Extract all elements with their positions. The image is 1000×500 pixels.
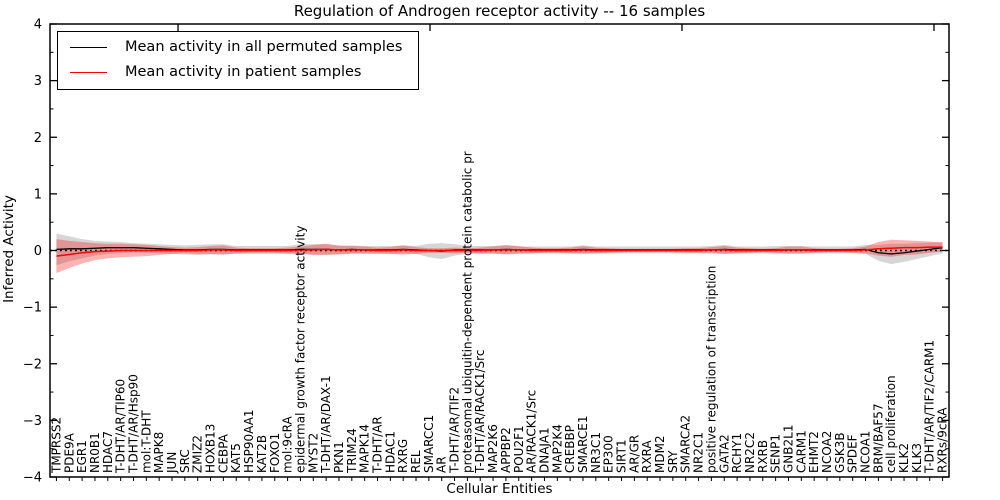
legend: Mean activity in all permuted samples Me… — [57, 31, 420, 90]
y-axis-label: Inferred Activity — [1, 195, 17, 303]
legend-line-sample-red — [70, 71, 107, 73]
x-category-label: FOXO1 — [268, 433, 282, 473]
x-category-label: EHMT2 — [807, 431, 821, 473]
x-category-label: T-DHT/AR — [370, 416, 384, 474]
x-category-label: ZMIZ2 — [191, 435, 205, 473]
x-category-label: NCOA2 — [820, 431, 834, 473]
x-category-label: HDAC7 — [101, 431, 115, 473]
x-category-label: EGR1 — [75, 440, 89, 473]
x-category-label: epidermal growth factor receptor activit… — [293, 226, 307, 473]
y-tick-label: 3 — [34, 74, 42, 89]
x-category-label: MDM2 — [653, 435, 667, 473]
x-category-label: SENP1 — [769, 434, 783, 473]
y-tick-label: 0 — [34, 244, 42, 259]
legend-line-sample-black — [70, 46, 107, 48]
x-category-label: NR3C1 — [589, 432, 603, 473]
x-category-label: mol:9cRA — [281, 416, 295, 473]
x-category-label: GATA2 — [717, 434, 731, 473]
x-category-label: GNB2L1 — [781, 425, 795, 473]
x-category-label: CEBPA — [216, 433, 230, 473]
x-category-label: JUN — [165, 452, 179, 474]
x-category-label: AR/GR — [627, 435, 641, 473]
x-axis-label: Cellular Entities — [446, 481, 553, 497]
x-category-label: T-DHT/AR/DAX-1 — [319, 375, 333, 474]
x-category-label: GSK3B — [833, 432, 847, 473]
x-category-label: SMARCC1 — [422, 415, 436, 473]
x-category-label: RCHY1 — [730, 433, 744, 473]
x-category-label: T-DHT/AR/RACK1/Src — [473, 350, 487, 474]
x-category-label: MYST2 — [306, 433, 320, 473]
legend-entry-label: Mean activity in patient samples — [125, 64, 362, 80]
chart-title: Regulation of Androgen receptor activity… — [293, 2, 706, 20]
x-category-label: DNAJA1 — [537, 427, 551, 473]
x-category-label: MAP2K6 — [486, 424, 500, 473]
x-category-label: T-DHT/AR/TIP60 — [114, 379, 128, 474]
x-category-label: KAT5 — [229, 443, 243, 473]
x-category-label: SIRT1 — [615, 439, 629, 473]
x-category-label: NR2C2 — [743, 432, 757, 473]
legend-entry-label: Mean activity in all permuted samples — [125, 39, 403, 55]
mean-patient-line — [56, 246, 943, 257]
x-category-label: RXRG — [396, 439, 410, 473]
x-category-label: REL — [409, 450, 423, 473]
x-category-label: NCOA1 — [859, 431, 873, 473]
y-tick-label: −1 — [23, 301, 42, 316]
x-category-label: T-DHT/AR/Hsp90 — [126, 374, 140, 474]
x-category-label: TMPRSS2 — [49, 417, 63, 474]
y-tick-label: −2 — [23, 357, 42, 372]
patient-std-band — [56, 239, 943, 274]
x-category-label: HOXB13 — [204, 424, 218, 473]
x-category-label: POU2F1 — [512, 425, 526, 473]
y-tick-label: 2 — [34, 131, 42, 146]
x-category-label: KAT2B — [255, 435, 269, 473]
x-category-label: AR/RACK1/Src — [525, 390, 539, 473]
x-category-label: SRY — [666, 450, 680, 473]
legend-entry-permuted: Mean activity in all permuted samples — [70, 39, 402, 55]
y-tick-label: 1 — [34, 187, 42, 202]
x-category-label: CARM1 — [794, 430, 808, 473]
x-category-label: KLK3 — [910, 443, 924, 473]
x-category-label: HSP90AA1 — [242, 409, 256, 473]
x-category-label: HDAC1 — [383, 431, 397, 473]
x-category-label: T-DHT/AR/TIF2/CARM1 — [923, 340, 937, 474]
x-category-label: BRM/BAF57 — [871, 403, 885, 473]
x-category-label: SRC — [178, 449, 192, 473]
x-category-label: RXRs/9cRA — [936, 407, 950, 473]
y-tick-label: −4 — [23, 471, 42, 486]
x-category-label: SPDEF — [846, 434, 860, 473]
x-category-label: MAPK14 — [358, 424, 372, 473]
x-category-label: cell proliferation — [884, 375, 898, 473]
x-category-label: AR — [435, 456, 449, 473]
x-category-label: T-DHT/AR/TIF2 — [448, 387, 462, 474]
x-category-label: MAPK8 — [152, 432, 166, 473]
x-category-label: NR0B1 — [88, 432, 102, 473]
x-category-label: mol:T-DHT — [139, 410, 153, 473]
x-category-label: APPBP2 — [499, 427, 513, 473]
x-category-label: SMARCE1 — [576, 415, 590, 473]
x-category-label: EP300 — [602, 435, 616, 473]
x-category-label: KLK2 — [897, 443, 911, 473]
y-tick-label: −3 — [23, 414, 42, 429]
x-category-label: proteasomal ubiquitin-dependent protein … — [460, 151, 474, 473]
x-category-label: CREBBP — [563, 425, 577, 473]
x-category-label: RXRA — [640, 440, 654, 473]
x-category-label: SMARCA2 — [679, 415, 693, 473]
x-category-label: RXRB — [756, 440, 770, 473]
x-category-label: TRIM24 — [345, 428, 359, 474]
x-category-label: PDE9A — [62, 432, 76, 473]
x-category-label: PKN1 — [332, 441, 346, 473]
y-tick-label: 4 — [34, 18, 42, 33]
x-category-label: MAP2K4 — [550, 424, 564, 473]
x-category-label: positive regulation of transcription — [704, 266, 718, 473]
x-category-label: NR2C1 — [692, 432, 706, 473]
legend-entry-patient: Mean activity in patient samples — [70, 64, 402, 80]
